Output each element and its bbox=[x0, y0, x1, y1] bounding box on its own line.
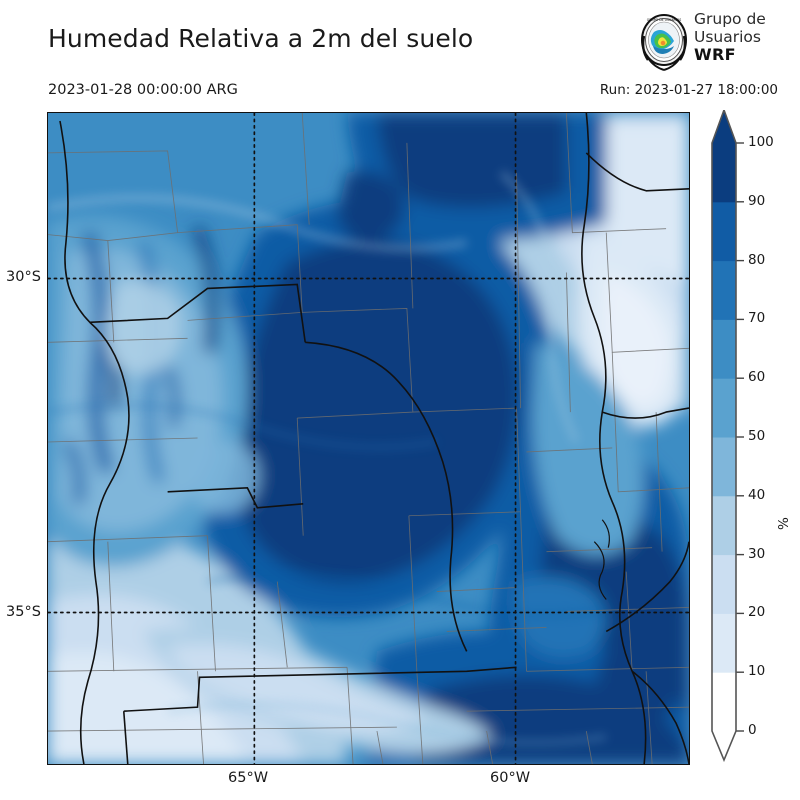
colorbar-tick-70: 70 bbox=[748, 310, 766, 327]
relative-humidity-field bbox=[48, 113, 689, 764]
colorbar-unit-label: % bbox=[776, 517, 792, 530]
colorbar-tick-30: 30 bbox=[748, 545, 766, 562]
logo-text: Grupo de Usuarios WRF bbox=[694, 11, 766, 63]
colorbar-tick-20: 20 bbox=[748, 604, 766, 621]
colorbar-tick-10: 10 bbox=[748, 663, 766, 680]
page-title: Humedad Relativa a 2m del suelo bbox=[48, 24, 474, 53]
logo-line-2: Usuarios bbox=[694, 27, 761, 46]
colorbar-tick-60: 60 bbox=[748, 369, 766, 386]
colorbar-gradient bbox=[711, 110, 744, 762]
graticule bbox=[48, 113, 689, 764]
department-boundaries bbox=[48, 113, 689, 764]
map-plot-area[interactable] bbox=[47, 112, 690, 765]
colorbar-tick-100: 100 bbox=[748, 134, 774, 150]
colorbar[interactable]: 0 10 20 30 40 50 60 70 80 90 100 % bbox=[710, 110, 800, 762]
axis-label-lon-60w: 60°W bbox=[490, 770, 531, 786]
colorbar-tick-50: 50 bbox=[748, 428, 766, 444]
logo-line-1: Grupo de bbox=[694, 10, 766, 28]
axis-label-lat-30s: 30°S bbox=[6, 269, 41, 285]
logo: GRUPO DE USUARIOS Grupo de Usuarios WRF bbox=[636, 11, 792, 74]
axis-label-lon-65w: 65°W bbox=[228, 770, 269, 786]
colorbar-tick-90: 90 bbox=[748, 192, 766, 209]
wrf-user-group-seal-icon: GRUPO DE USUARIOS bbox=[641, 14, 687, 71]
colorbar-tick-0: 0 bbox=[748, 722, 757, 738]
svg-text:GRUPO DE USUARIOS: GRUPO DE USUARIOS bbox=[647, 18, 682, 22]
colorbar-tick-80: 80 bbox=[748, 251, 766, 268]
colorbar-tick-40: 40 bbox=[748, 486, 766, 503]
axis-label-lat-35s: 35°S bbox=[6, 604, 41, 620]
valid-time-label: 2023-01-28 00:00:00 ARG bbox=[48, 82, 238, 98]
administrative-borders bbox=[59, 113, 689, 764]
run-time-label: Run: 2023-01-27 18:00:00 bbox=[599, 82, 778, 98]
logo-line-3: WRF bbox=[694, 45, 736, 64]
